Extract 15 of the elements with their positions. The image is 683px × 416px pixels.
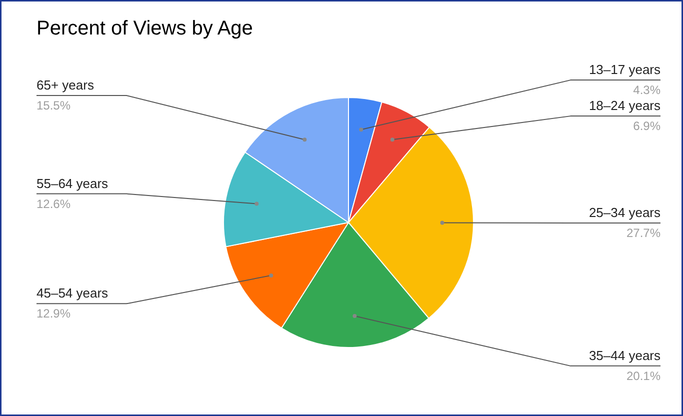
data-label: 12.9% (36, 306, 71, 321)
slice-label: 65+ years (36, 77, 94, 92)
data-label: 27.7% (626, 226, 661, 240)
slice-label: 55–64 years (36, 176, 109, 191)
data-label: 6.9% (633, 119, 661, 134)
slice-label: 35–44 years (588, 348, 661, 363)
data-label: 20.1% (626, 368, 661, 383)
data-label: 12.6% (36, 196, 71, 211)
data-label: 4.3% (633, 83, 661, 98)
slice-label: 18–24 years (588, 98, 661, 114)
chart-title: Percent of Views by Age (36, 18, 253, 40)
data-label: 15.5% (36, 98, 71, 112)
slice-label: 45–54 years (36, 286, 109, 301)
slice-label: 13–17 years (588, 62, 661, 78)
slice-label: 25–34 years (588, 204, 661, 220)
